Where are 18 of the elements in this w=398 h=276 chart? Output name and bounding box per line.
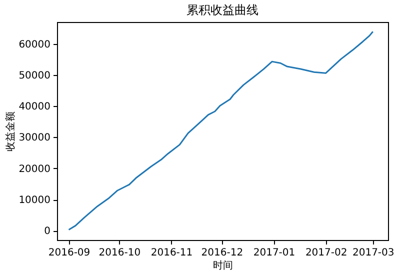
y-axis-title: 收益金额 — [4, 112, 17, 152]
y-tick-label: 30000 — [18, 132, 50, 144]
x-tick-label: 2016-10 — [98, 248, 141, 258]
y-tick-label: 20000 — [18, 164, 50, 175]
x-tick-label: 2016-12 — [201, 248, 244, 258]
y-tick-label: 40000 — [18, 102, 50, 113]
chart-title: 累积收益曲线 — [186, 3, 258, 17]
x-tick-label: 2017-03 — [352, 248, 394, 258]
x-axis-title: 时间 — [213, 260, 233, 272]
x-tick-label: 2016-11 — [150, 248, 193, 258]
x-tick-label: 2017-01 — [253, 248, 296, 258]
y-tick-label: 60000 — [18, 39, 50, 50]
y-tick-label: 0 — [44, 226, 50, 238]
x-tick-label: 2016-09 — [48, 248, 90, 258]
line-series — [68, 30, 374, 230]
y-tick-label: 50000 — [18, 70, 50, 82]
x-tick-label: 2017-02 — [305, 248, 348, 258]
y-tick-label: 10000 — [18, 195, 50, 206]
